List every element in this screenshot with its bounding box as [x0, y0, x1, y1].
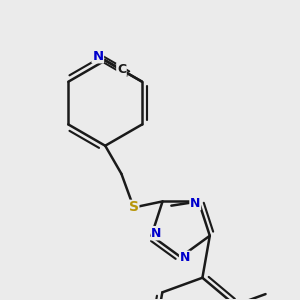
Text: N: N — [190, 196, 200, 210]
Text: S: S — [129, 200, 139, 214]
Text: N: N — [92, 50, 104, 63]
Text: N: N — [180, 251, 190, 264]
Text: C: C — [117, 63, 126, 76]
Text: N: N — [151, 227, 162, 240]
